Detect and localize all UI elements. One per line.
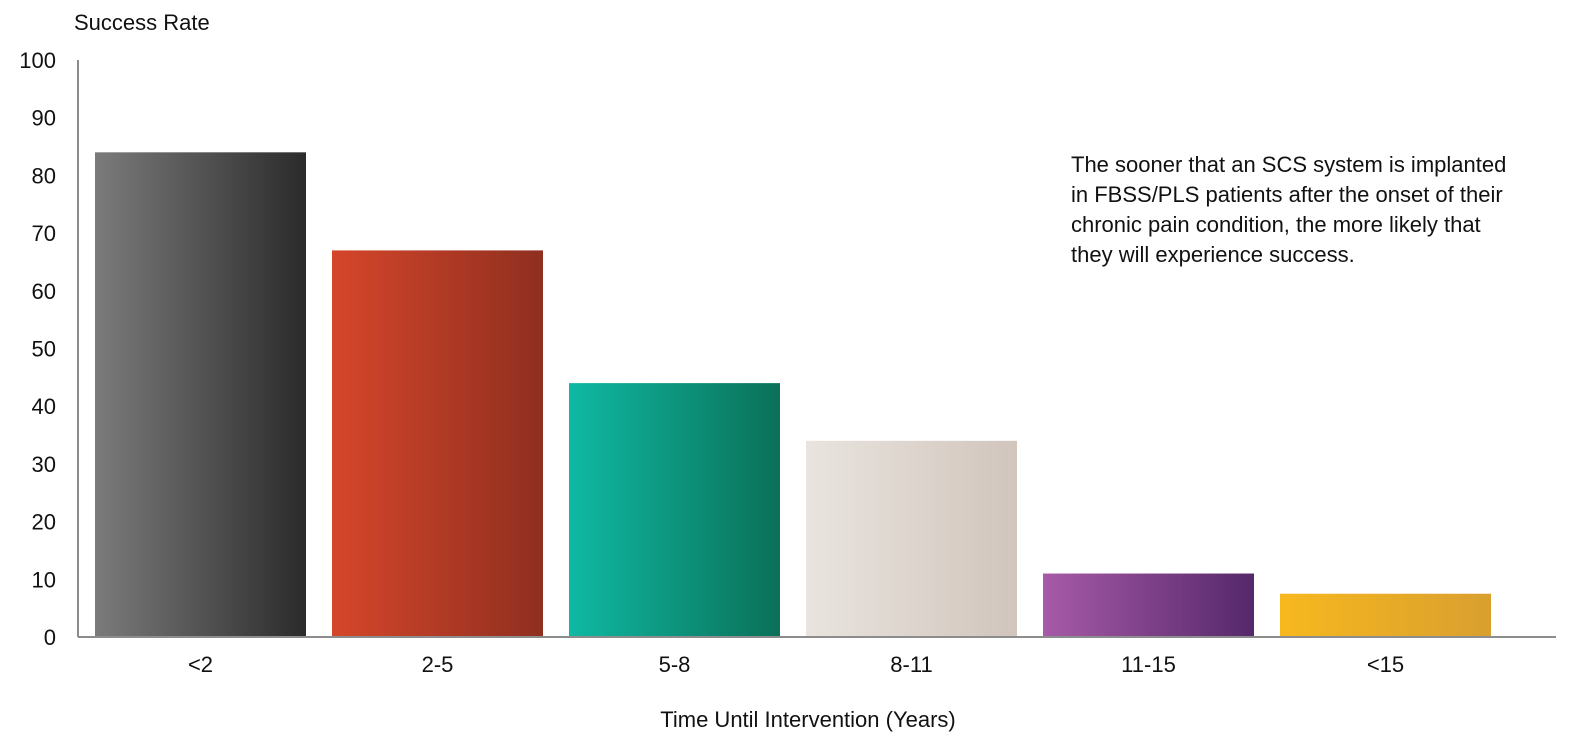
x-tick-label: 5-8 (659, 652, 691, 677)
bar-6 (1280, 593, 1491, 637)
y-axis-ticks: 0 10 20 30 40 50 60 70 80 90 100 (19, 48, 56, 650)
y-tick-label: 60 (32, 279, 56, 304)
x-tick-label: <15 (1367, 652, 1404, 677)
bar-2 (332, 250, 543, 637)
y-tick-label: 80 (32, 163, 56, 188)
x-tick-label: 8-11 (890, 652, 932, 677)
bar-1 (95, 152, 306, 637)
y-tick-label: 20 (32, 510, 56, 535)
y-tick-label: 30 (32, 452, 56, 477)
y-tick-label: 90 (32, 106, 56, 131)
x-tick-label: <2 (188, 652, 213, 677)
bar-3 (569, 383, 780, 637)
x-tick-label: 11-15 (1121, 652, 1176, 677)
y-tick-label: 100 (19, 48, 56, 73)
y-tick-label: 40 (32, 394, 56, 419)
bars-group (95, 152, 1491, 637)
y-tick-label: 10 (32, 567, 56, 592)
y-axis-label: Success Rate (74, 10, 210, 35)
x-tick-label: 2-5 (422, 652, 454, 677)
x-axis-label: Time Until Intervention (Years) (660, 707, 956, 732)
bar-4 (806, 440, 1017, 637)
bar-5 (1043, 573, 1254, 637)
chart-annotation: The sooner that an SCS system is implant… (1071, 152, 1507, 267)
y-tick-label: 50 (32, 337, 56, 362)
x-axis-ticks: <2 2-5 5-8 8-11 11-15 <15 (188, 652, 1404, 677)
y-tick-label: 70 (32, 221, 56, 246)
y-tick-label: 0 (44, 625, 56, 650)
